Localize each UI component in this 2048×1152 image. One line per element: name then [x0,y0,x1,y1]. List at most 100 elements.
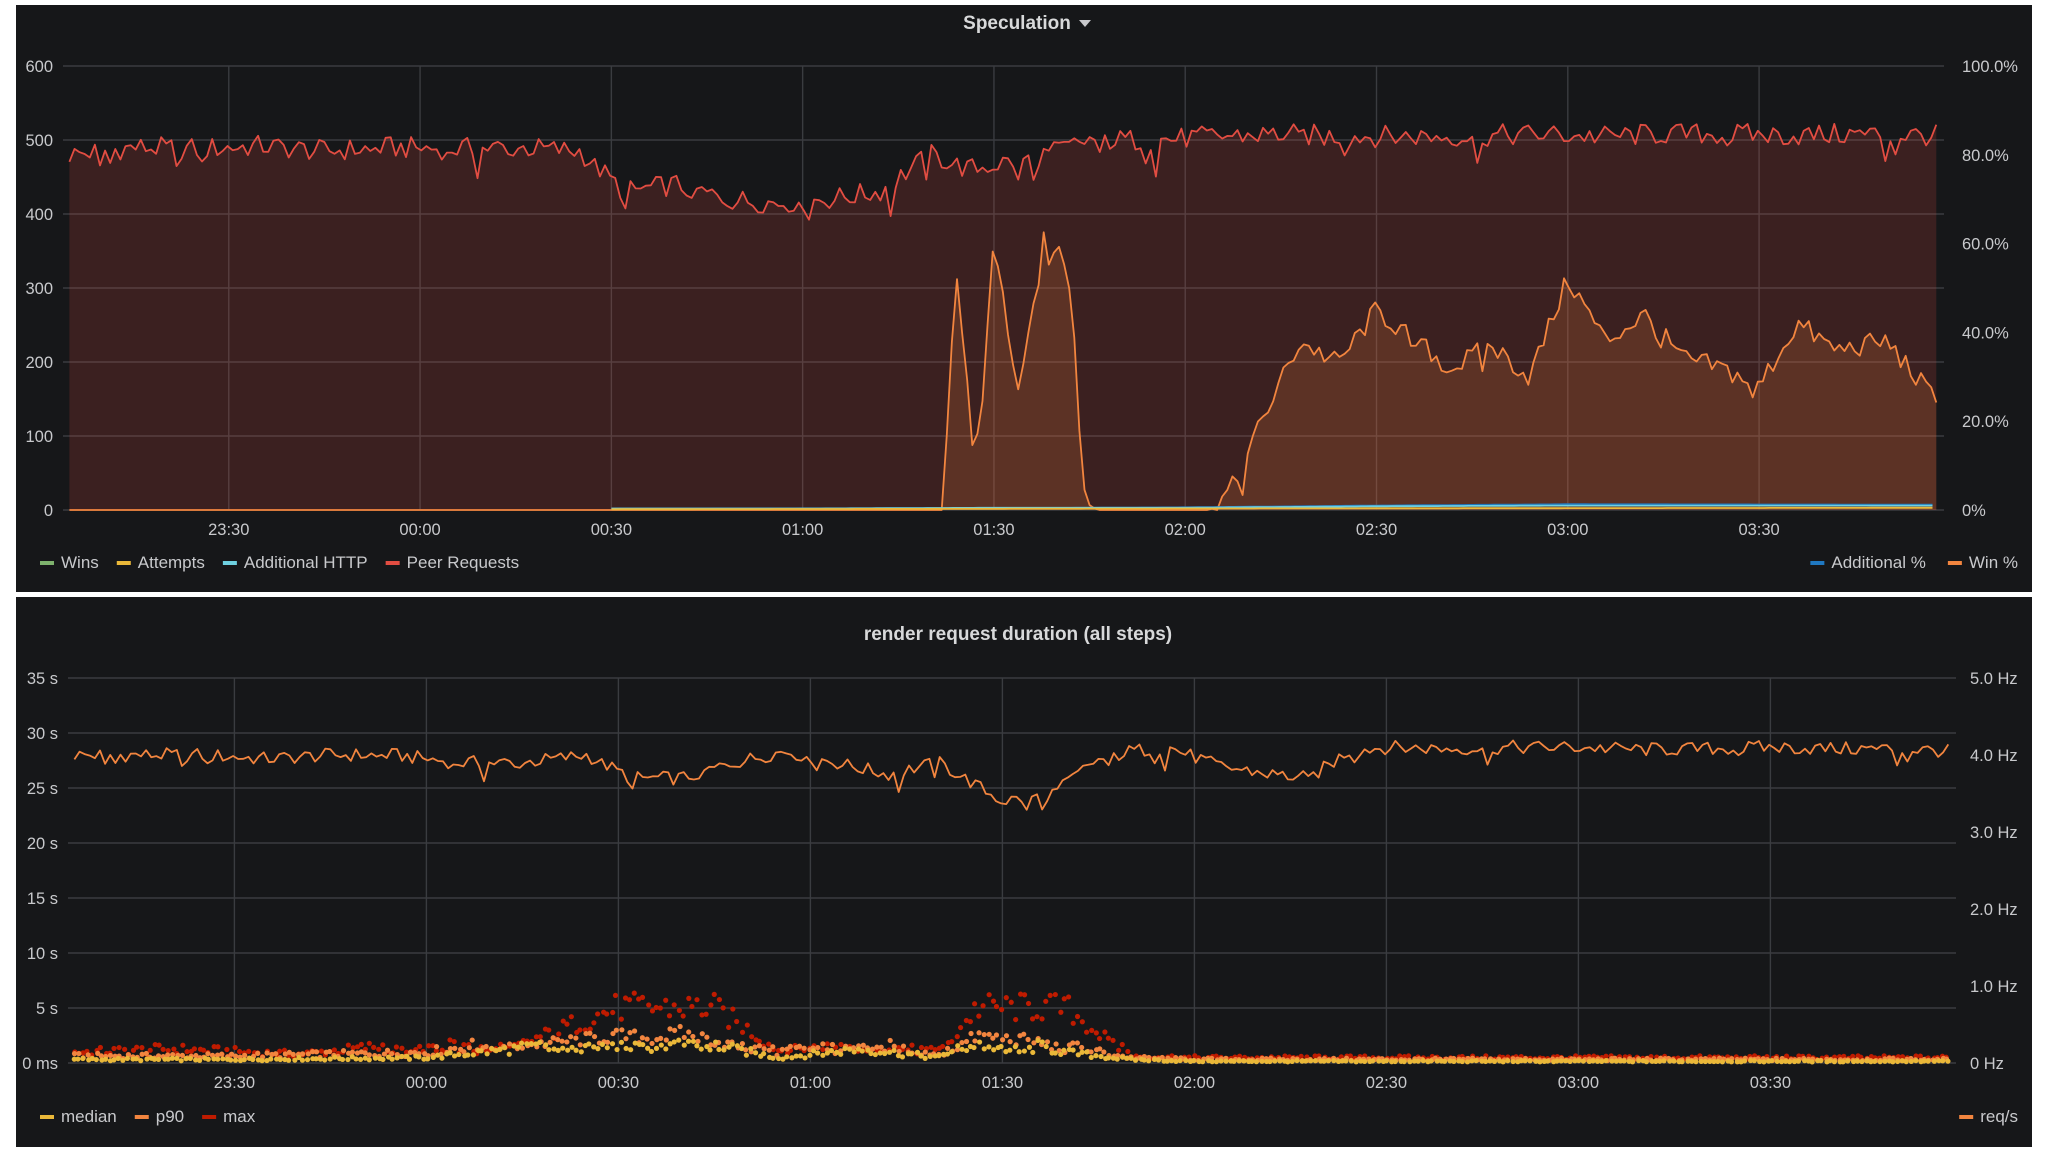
median-point [918,1053,924,1059]
x-tick-label: 03:00 [1558,1074,1599,1092]
max-point [1043,998,1049,1004]
max-point [639,994,646,1000]
median-point [981,1046,987,1052]
additional-http-legend-label[interactable]: Additional HTTP [244,553,368,572]
median-point [1719,1059,1726,1065]
median-point [259,1058,265,1064]
median-point [1191,1058,1197,1064]
median-point [1818,1058,1824,1064]
x-tick-label: 00:30 [598,1074,639,1092]
max-point [236,1048,243,1055]
p90-point [1031,1040,1037,1046]
max-point [1105,1035,1111,1041]
max-point [156,1042,162,1048]
median-point [1903,1059,1909,1065]
p90-point [761,1046,767,1052]
p90-point [577,1042,583,1048]
median-point [1882,1058,1888,1064]
median-point [1877,1059,1883,1065]
median-point [1183,1057,1189,1064]
max-point [1025,1000,1032,1007]
median-legend-swatch [40,1115,54,1119]
max-legend-label[interactable]: max [223,1107,256,1126]
median-point [1562,1058,1569,1064]
x-tick-label: 03:30 [1750,1074,1791,1092]
p90-point [219,1051,225,1057]
median-point [1603,1058,1609,1064]
p90-point [305,1051,311,1057]
median-point [1936,1058,1942,1064]
req-s-legend-label[interactable]: req/s [1980,1107,2018,1126]
median-point [1778,1059,1785,1065]
median-point [793,1053,799,1059]
y-right-tick-label: 4.0 Hz [1970,747,2018,765]
p90-point [286,1049,292,1055]
y-left-tick-label: 200 [25,354,53,372]
median-point [716,1046,722,1053]
p90-point [269,1051,275,1058]
median-point [493,1048,499,1054]
p90-point [71,1051,78,1057]
median-point [345,1056,351,1063]
p90-legend-label[interactable]: p90 [156,1107,184,1126]
max-point [1029,1016,1036,1022]
max-point [1603,1053,1609,1059]
median-point [1141,1057,1147,1063]
median-point [868,1050,874,1057]
render-duration-series [71,739,1951,1065]
max-point [726,1024,732,1030]
caret-down-icon[interactable] [1079,20,1091,27]
max-point [971,1001,978,1007]
max-point [433,1048,439,1054]
p90-point [752,1044,758,1050]
max-point [734,1018,740,1025]
max-point [345,1042,351,1048]
max-point [1406,1053,1412,1059]
max-point [451,1038,457,1045]
y-left-tick-label: 20 s [27,835,58,853]
peer-requests-legend-label[interactable]: Peer Requests [407,553,519,572]
attempts-legend-label[interactable]: Attempts [138,553,205,572]
render-duration-panel-title[interactable]: render request duration (all steps) [864,624,1172,645]
median-point [1728,1059,1735,1065]
render-duration-grid [68,677,1956,1064]
median-point [1871,1058,1878,1064]
max-point [591,1020,597,1026]
x-tick-label: 23:30 [208,521,249,539]
median-point [205,1056,211,1062]
p90-point [384,1047,391,1053]
max-point [147,1047,153,1053]
median-point [435,1052,441,1058]
max-point [711,991,717,997]
median-point [489,1046,495,1052]
p90-point [466,1045,472,1051]
median-point [1831,1059,1837,1065]
speculation-panel-background [16,5,2032,592]
max-point [646,1002,652,1008]
wins-legend-label[interactable]: Wins [61,553,99,572]
median-point [528,1041,534,1047]
win-legend-label[interactable]: Win % [1969,553,2018,572]
median-point [1533,1058,1539,1064]
speculation-panel-title[interactable]: Speculation [963,13,1071,34]
max-point [1093,1030,1099,1036]
p90-point [179,1052,185,1058]
median-point [447,1050,453,1056]
max-point [1083,1029,1090,1035]
median-point [394,1055,400,1061]
median-point [632,1040,638,1046]
median-legend-label[interactable]: median [61,1107,117,1126]
median-point [698,1046,704,1052]
median-point [899,1054,906,1060]
p90-point [1097,1046,1103,1052]
p90-point [766,1047,772,1053]
y-left-tick-label: 35 s [27,670,58,688]
median-point [1685,1058,1691,1064]
median-point [1715,1058,1721,1065]
x-tick-label: 03:30 [1738,521,1779,539]
additional-legend-label[interactable]: Additional % [1831,553,1926,572]
max-point [730,1006,736,1012]
median-point [425,1056,431,1062]
max-point [403,1049,410,1055]
median-point [1155,1057,1162,1063]
